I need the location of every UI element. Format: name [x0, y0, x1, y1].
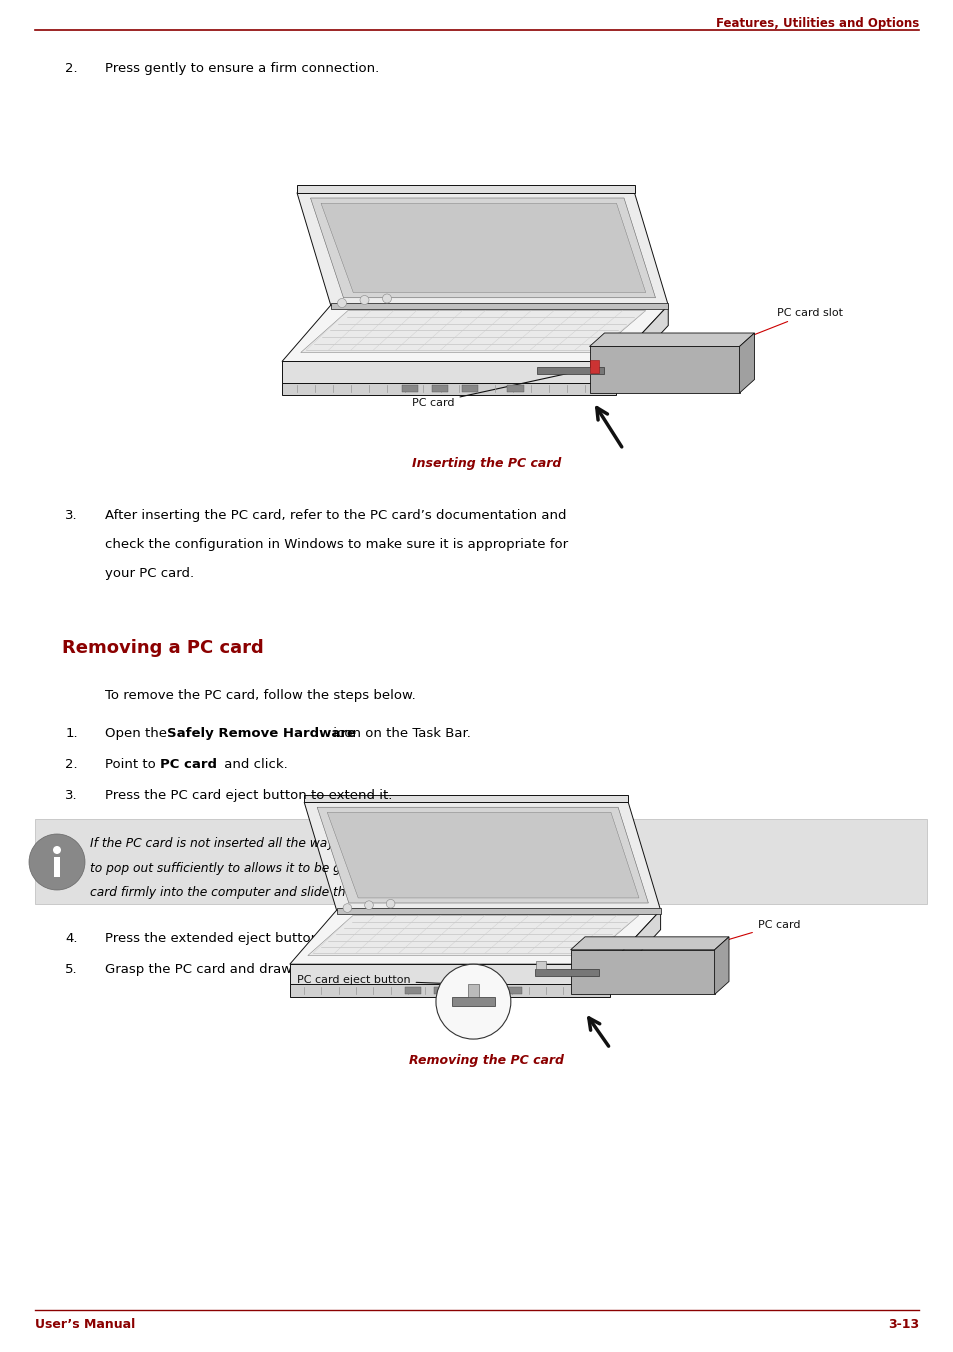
Bar — [461, 385, 478, 392]
Polygon shape — [290, 910, 659, 964]
Bar — [432, 385, 448, 392]
Text: User’s Manual: User’s Manual — [35, 1318, 135, 1330]
Text: 1.: 1. — [66, 727, 78, 741]
Bar — [534, 969, 598, 976]
Polygon shape — [282, 383, 615, 395]
Text: PC card: PC card — [720, 919, 800, 942]
Text: Press the PC card eject button to extend it.: Press the PC card eject button to extend… — [105, 790, 392, 803]
Text: Grasp the PC card and draw it out.: Grasp the PC card and draw it out. — [105, 964, 335, 976]
Text: 3.: 3. — [66, 790, 78, 803]
Polygon shape — [336, 909, 659, 914]
Polygon shape — [570, 937, 728, 950]
Text: check the configuration in Windows to make sure it is appropriate for: check the configuration in Windows to ma… — [105, 538, 568, 552]
Text: Removing the PC card: Removing the PC card — [409, 1055, 564, 1067]
Circle shape — [359, 296, 369, 304]
Text: 3-13: 3-13 — [887, 1318, 918, 1330]
Polygon shape — [308, 915, 639, 956]
Text: Point to: Point to — [105, 758, 160, 772]
Bar — [401, 385, 418, 392]
Bar — [506, 385, 523, 392]
Polygon shape — [589, 333, 754, 346]
Text: 3.: 3. — [66, 510, 78, 522]
Circle shape — [436, 964, 510, 1040]
Polygon shape — [290, 984, 610, 996]
FancyBboxPatch shape — [35, 819, 926, 904]
Text: PC card: PC card — [412, 364, 613, 408]
Bar — [467, 984, 478, 998]
Text: PC card slot: PC card slot — [745, 308, 842, 338]
Text: If the PC card is not inserted all the way, the eject button may not cause it: If the PC card is not inserted all the w… — [90, 837, 545, 850]
Polygon shape — [282, 306, 667, 361]
Text: Removing a PC card: Removing a PC card — [62, 639, 263, 657]
Bar — [452, 998, 495, 1006]
Bar — [462, 987, 478, 994]
Text: 2.: 2. — [66, 758, 78, 772]
Polygon shape — [331, 303, 667, 310]
Bar — [405, 987, 420, 994]
Text: card firmly into the computer and slide the eject button again.: card firmly into the computer and slide … — [90, 887, 472, 899]
Polygon shape — [615, 306, 667, 383]
Text: Open the: Open the — [105, 727, 172, 741]
Polygon shape — [304, 795, 627, 802]
Bar — [505, 987, 521, 994]
Polygon shape — [282, 361, 615, 383]
Polygon shape — [714, 937, 728, 995]
Polygon shape — [290, 964, 610, 984]
Text: 2.: 2. — [66, 62, 78, 74]
Bar — [54, 857, 60, 877]
Circle shape — [337, 299, 346, 307]
Polygon shape — [300, 311, 645, 353]
Circle shape — [29, 834, 85, 890]
Text: PC card: PC card — [160, 758, 216, 772]
Text: Press gently to ensure a firm connection.: Press gently to ensure a firm connection… — [105, 62, 379, 74]
Polygon shape — [570, 950, 714, 995]
Circle shape — [343, 903, 352, 913]
Polygon shape — [316, 807, 648, 903]
Text: 5.: 5. — [66, 964, 78, 976]
Text: and click.: and click. — [220, 758, 288, 772]
Polygon shape — [304, 802, 659, 910]
Text: Features, Utilities and Options: Features, Utilities and Options — [715, 18, 918, 30]
Circle shape — [53, 846, 61, 854]
Polygon shape — [739, 333, 754, 393]
Text: Safely Remove Hardware: Safely Remove Hardware — [167, 727, 355, 741]
Bar — [536, 961, 545, 969]
Text: Inserting the PC card: Inserting the PC card — [412, 457, 561, 470]
Text: your PC card.: your PC card. — [105, 566, 193, 580]
Circle shape — [364, 900, 373, 910]
Text: 4.: 4. — [66, 933, 78, 945]
Polygon shape — [310, 197, 655, 297]
Text: icon on the Task Bar.: icon on the Task Bar. — [329, 727, 471, 741]
Polygon shape — [327, 813, 639, 898]
Text: After inserting the PC card, refer to the PC card’s documentation and: After inserting the PC card, refer to th… — [105, 510, 566, 522]
Polygon shape — [296, 193, 667, 306]
Text: PC card eject button: PC card eject button — [296, 975, 467, 986]
Text: to pop out sufficiently to allows it to be grasped. Be sure to push the PC: to pop out sufficiently to allows it to … — [90, 863, 530, 875]
Polygon shape — [296, 185, 634, 193]
Circle shape — [386, 899, 395, 909]
Circle shape — [382, 293, 391, 303]
Polygon shape — [610, 910, 659, 984]
Bar — [434, 987, 449, 994]
Bar — [589, 360, 598, 373]
Polygon shape — [320, 203, 645, 292]
Bar — [537, 366, 604, 375]
Polygon shape — [589, 346, 739, 393]
Text: To remove the PC card, follow the steps below.: To remove the PC card, follow the steps … — [105, 690, 416, 703]
Text: Press the extended eject button to pop the card out slightly.: Press the extended eject button to pop t… — [105, 933, 506, 945]
